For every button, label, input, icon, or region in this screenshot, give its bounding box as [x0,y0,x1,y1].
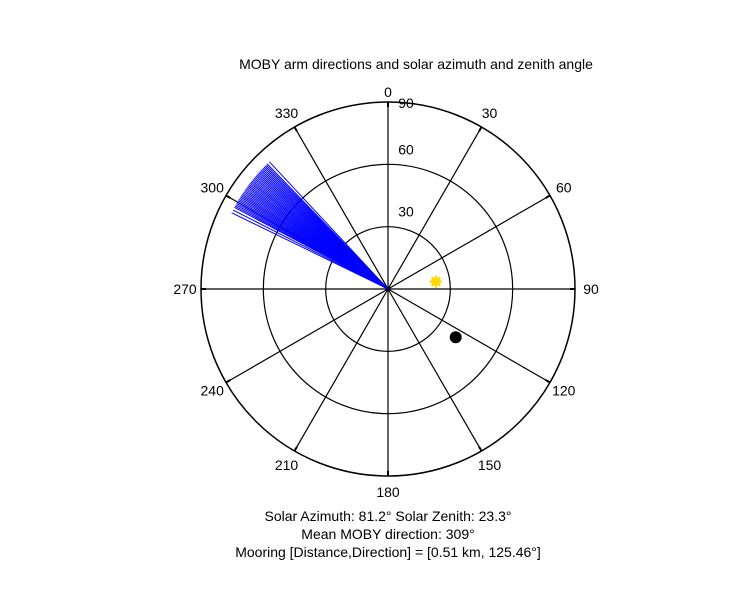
angle-label-180: 180 [376,484,400,500]
angle-label-0: 0 [384,84,392,100]
spoke-30 [387,126,483,290]
angle-label-240: 240 [201,383,225,399]
angle-label-120: 120 [552,383,576,399]
mean-direction-caption: Mean MOBY direction: 309° [301,526,475,542]
angle-label-270: 270 [173,281,197,297]
mooring-marker [449,331,462,344]
outer-tick-240 [225,379,231,384]
angle-label-330: 330 [275,105,299,121]
spoke-120 [387,288,551,384]
mooring-caption: Mooring [Distance,Direction] = [0.51 km,… [235,544,541,560]
angle-label-150: 150 [478,457,502,473]
outer-tick-300 [225,194,231,199]
solar-caption: Solar Azimuth: 81.2° Solar Zenith: 23.3° [264,508,512,524]
angle-label-60: 60 [556,180,572,196]
outer-tick-120 [545,379,551,384]
radial-label-60: 60 [398,141,414,157]
radial-label-30: 30 [398,204,414,220]
radial-label-90: 90 [398,95,414,111]
spoke-240 [225,288,389,384]
angle-label-90: 90 [583,281,599,297]
outer-tick-30 [478,126,483,132]
angle-label-30: 30 [482,105,498,121]
spoke-150 [387,288,483,452]
angle-label-300: 300 [201,180,225,196]
outer-tick-330 [293,126,298,132]
outer-tick-60 [545,194,551,199]
spoke-330 [293,126,389,290]
arm-line-0 [231,212,389,290]
spoke-60 [387,194,551,290]
arm-line-39 [269,161,389,290]
arm-line-38 [266,163,389,290]
angle-label-210: 210 [275,457,299,473]
chart-title: MOBY arm directions and solar azimuth an… [239,56,593,72]
outer-tick-210 [293,446,298,452]
arm-line-1 [232,209,389,290]
spoke-210 [293,288,389,452]
sun-marker [429,275,442,288]
outer-tick-150 [478,446,483,452]
